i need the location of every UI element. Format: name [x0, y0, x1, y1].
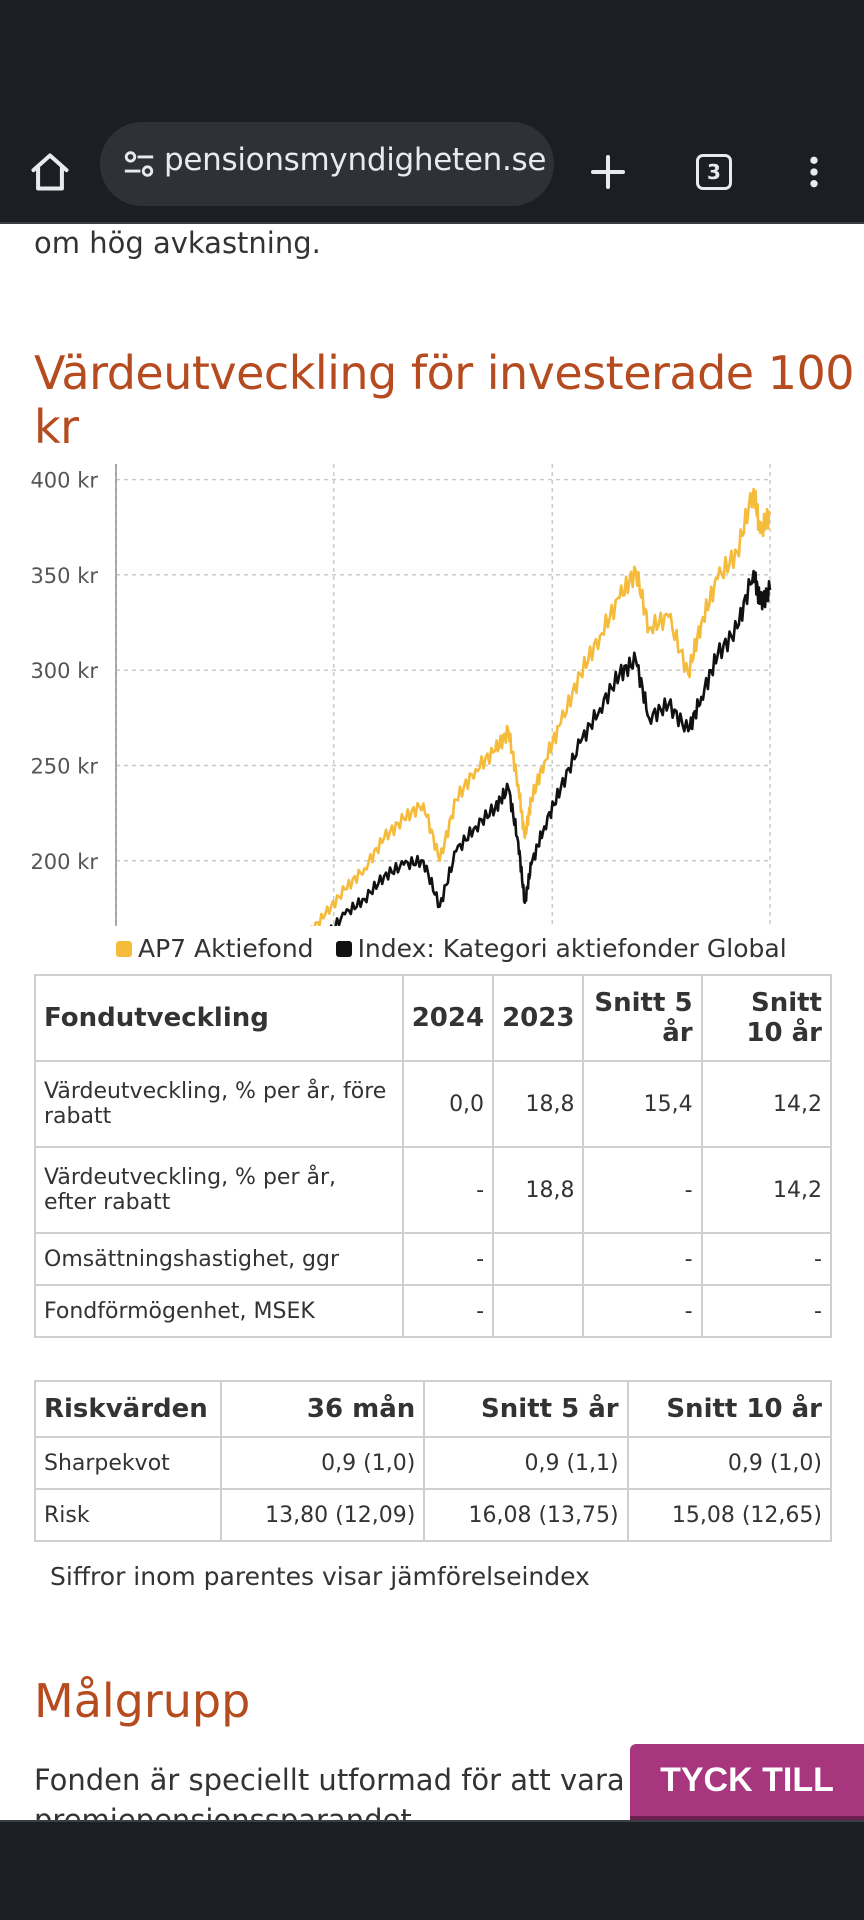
legend-label-index: Index: Kategori aktiefonder Global	[357, 934, 787, 963]
table-header: Snitt 10 år	[626, 1380, 833, 1438]
plus-icon	[591, 155, 625, 189]
tab-count: 3	[696, 154, 732, 190]
y-tick-label: 350 kr	[30, 564, 98, 588]
table-header: 2023	[492, 974, 585, 1062]
table-cell: 15,4	[582, 1060, 703, 1148]
table-header: Snitt 5 år	[582, 974, 703, 1062]
table-header: Fondutveckling	[34, 974, 404, 1062]
more-vert-icon	[810, 156, 818, 188]
table-cell: -	[700, 1284, 833, 1338]
table-header: Snitt 10 år	[700, 974, 833, 1062]
table-cell: Risk	[34, 1488, 222, 1542]
table-cell: 0,9 (1,1)	[423, 1436, 629, 1490]
table-header: 2024	[401, 974, 495, 1062]
table-header: Snitt 5 år	[423, 1380, 629, 1438]
table-row: Risk 13,80 (12,09) 16,08 (13,75) 15,08 (…	[34, 1488, 833, 1542]
table-cell: -	[700, 1232, 833, 1286]
y-tick-label: 250 kr	[30, 755, 98, 779]
table-cell: -	[401, 1232, 495, 1286]
table-cell: 0,9 (1,0)	[626, 1436, 833, 1490]
intro-text: om hög avkastning.	[34, 226, 321, 260]
table-cell: 14,2	[700, 1146, 833, 1234]
section-title: Värdeutveckling för investerade 100 kr	[34, 346, 855, 454]
table-cell: 0,9 (1,0)	[219, 1436, 426, 1490]
table-cell: -	[401, 1146, 495, 1234]
home-button[interactable]	[20, 144, 80, 200]
table-cell: 16,08 (13,75)	[423, 1488, 629, 1542]
feedback-button[interactable]: TYCK TILL	[630, 1744, 864, 1822]
table-cell: Värdeutveckling, % per år, före rabatt	[34, 1060, 404, 1148]
body-line: premiepensionssparandet	[34, 1803, 412, 1820]
table-row: Fondförmögenhet, MSEK - - -	[34, 1284, 833, 1338]
site-info-button[interactable]	[114, 140, 164, 188]
table-cell: 0,0	[401, 1060, 495, 1148]
browser-toolbar: pensionsmyndigheten.se 3	[0, 120, 864, 224]
table-cell	[492, 1284, 585, 1338]
fund-performance-table: Fondutveckling 2024 2023 Snitt 5 år Snit…	[34, 974, 833, 1338]
new-tab-button[interactable]	[578, 144, 638, 200]
table-row: Värdeutveckling, % per år, efter rabatt …	[34, 1146, 833, 1234]
table-cell: Fondförmögenhet, MSEK	[34, 1284, 404, 1338]
legend-label-ap7: AP7 Aktiefond	[138, 934, 314, 963]
legend-swatch-ap7	[116, 940, 132, 957]
table-cell: Sharpekvot	[34, 1436, 222, 1490]
overflow-menu-button[interactable]	[786, 144, 842, 200]
table-header-row: Riskvärden 36 mån Snitt 5 år Snitt 10 år	[34, 1380, 833, 1438]
table-cell: 18,8	[492, 1146, 585, 1234]
table-cell: -	[582, 1146, 703, 1234]
table-row: Sharpekvot 0,9 (1,0) 0,9 (1,1) 0,9 (1,0)	[34, 1436, 833, 1490]
y-tick-label: 200 kr	[30, 850, 98, 874]
table-header: 36 mån	[219, 1380, 426, 1438]
table-cell: Värdeutveckling, % per år, efter rabatt	[34, 1146, 404, 1234]
table-cell: 14,2	[700, 1060, 833, 1148]
url-text[interactable]: pensionsmyndigheten.se	[164, 142, 547, 178]
address-bar[interactable]: pensionsmyndigheten.se	[100, 122, 554, 206]
y-tick-label: 400 kr	[30, 469, 98, 493]
table-cell: -	[582, 1284, 703, 1338]
tab-switcher-button[interactable]: 3	[684, 144, 744, 200]
target-group-text: Fonden är speciellt utformad för att var…	[34, 1760, 854, 1820]
table-cell: 15,08 (12,65)	[626, 1488, 833, 1542]
table-cell: 13,80 (12,09)	[219, 1488, 426, 1542]
tune-icon	[124, 151, 154, 177]
table-header-row: Fondutveckling 2024 2023 Snitt 5 år Snit…	[34, 974, 833, 1062]
legend-item-ap7[interactable]: AP7 Aktiefond	[116, 934, 314, 963]
body-line: Fonden är speciellt utformad för att var…	[34, 1763, 652, 1797]
table-cell: Omsättningshastighet, ggr	[34, 1232, 404, 1286]
risk-values-table: Riskvärden 36 mån Snitt 5 år Snitt 10 år…	[34, 1380, 833, 1542]
table-cell: -	[401, 1284, 495, 1338]
table-row: Värdeutveckling, % per år, före rabatt 0…	[34, 1060, 833, 1148]
table-cell: -	[582, 1232, 703, 1286]
table-cell: 18,8	[492, 1060, 585, 1148]
comparison-note: Siffror inom parentes visar jämförelsein…	[50, 1562, 590, 1591]
status-bar	[0, 0, 864, 120]
home-icon	[31, 153, 69, 191]
table-row: Omsättningshastighet, ggr - - -	[34, 1232, 833, 1286]
table-cell	[492, 1232, 585, 1286]
legend-swatch-index	[335, 940, 352, 957]
table-header: Riskvärden	[34, 1380, 222, 1438]
y-tick-label: 300 kr	[30, 659, 98, 683]
system-navigation-bar	[0, 1820, 864, 1920]
chart-legend: AP7 Aktiefond Index: Kategori aktiefonde…	[116, 934, 787, 963]
legend-item-index[interactable]: Index: Kategori aktiefonder Global	[335, 934, 787, 963]
target-group-title: Målgrupp	[34, 1674, 251, 1728]
page-content: om hög avkastning. Värdeutveckling för i…	[0, 226, 864, 1820]
